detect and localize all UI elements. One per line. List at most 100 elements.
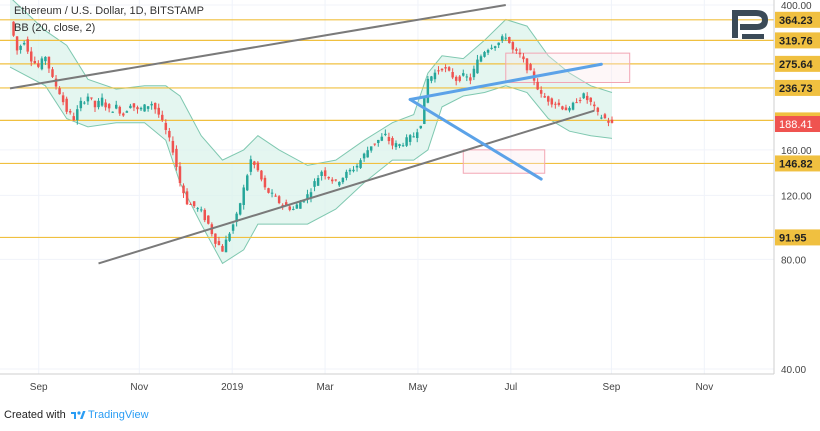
- candle-body: [369, 146, 373, 151]
- candle-body: [15, 36, 19, 51]
- wedge-lower-line: [408, 98, 543, 181]
- candle-body: [430, 76, 433, 81]
- candle-body: [423, 97, 426, 124]
- candle-body: [508, 37, 511, 44]
- candle-body: [284, 202, 288, 206]
- x-tick-label: Sep: [603, 382, 621, 393]
- broker-logo: [728, 4, 774, 44]
- y-tick-label: 400.00: [781, 1, 812, 12]
- candle-body: [107, 104, 111, 109]
- candle-body: [221, 245, 224, 252]
- candle-body: [129, 105, 132, 109]
- candle-body: [97, 100, 100, 108]
- bollinger-lower-line: [9, 66, 613, 265]
- y-tick-label: 80.00: [781, 255, 806, 266]
- level-price-label: 275.64: [779, 59, 814, 71]
- x-tick-label: Mar: [316, 382, 334, 393]
- candle-body: [47, 56, 51, 69]
- candle-body: [440, 68, 444, 71]
- candle-body: [309, 192, 313, 198]
- candle-body: [593, 104, 596, 107]
- candle-body: [207, 215, 210, 224]
- candle-body: [302, 201, 306, 203]
- candle-body: [536, 81, 539, 90]
- candle-body: [454, 76, 458, 81]
- candle-body: [433, 72, 437, 80]
- candle-body: [263, 177, 267, 188]
- candle-body: [246, 175, 249, 191]
- candle-body: [114, 104, 118, 109]
- candle-body: [483, 52, 486, 57]
- candle-body: [242, 187, 245, 205]
- candle-body: [51, 69, 54, 77]
- candle-body: [384, 133, 387, 136]
- level-price-tag: [775, 229, 820, 246]
- candle-body: [568, 107, 571, 111]
- candle-body: [578, 100, 582, 102]
- candle-body: [157, 107, 160, 115]
- y-tick-label: 40.00: [781, 365, 806, 376]
- level-price-label: 91.95: [779, 232, 807, 244]
- target-zone: [462, 149, 546, 174]
- candle-body: [171, 140, 175, 153]
- candle-body: [274, 195, 277, 197]
- candle-body: [462, 73, 465, 76]
- level-price-label: 364.23: [779, 15, 813, 27]
- candle-body: [104, 102, 107, 108]
- candle-body: [465, 76, 469, 78]
- last-price-label: 188.41: [779, 119, 813, 131]
- candle-body: [323, 170, 327, 177]
- candle-body: [472, 68, 476, 78]
- candle-body: [93, 100, 97, 108]
- candle-body: [557, 102, 561, 105]
- channel-lower-line: [98, 109, 595, 265]
- candle-body: [380, 136, 384, 141]
- tradingview-link[interactable]: TradingView: [88, 409, 149, 421]
- candle-body: [458, 76, 461, 81]
- candle-body: [12, 21, 15, 36]
- candle-body: [118, 106, 122, 114]
- candle-body: [610, 119, 614, 123]
- candle-body: [447, 67, 451, 71]
- candle-body: [362, 153, 366, 159]
- candle-body: [352, 169, 355, 172]
- candle-body: [83, 102, 86, 104]
- candle-body: [292, 208, 295, 210]
- candle-body: [387, 136, 391, 142]
- candle-body: [408, 135, 412, 142]
- level-price-tag: [775, 55, 820, 72]
- candle-body: [132, 103, 136, 108]
- tradingview-icon: [70, 408, 86, 420]
- candle-body: [490, 47, 493, 49]
- candle-body: [249, 159, 253, 172]
- candle-body: [54, 78, 58, 87]
- candle-body: [515, 49, 518, 51]
- candle-body: [267, 188, 270, 193]
- candle-body: [122, 113, 125, 116]
- candle-body: [341, 177, 345, 183]
- candle-body: [281, 204, 284, 206]
- x-tick-label: Nov: [695, 382, 713, 393]
- candle-body: [348, 169, 352, 172]
- candle-body: [228, 233, 231, 241]
- y-tick-label: 160.00: [781, 146, 812, 157]
- candle-body: [543, 96, 546, 98]
- candle-body: [90, 97, 93, 99]
- candle-body: [136, 107, 139, 110]
- candle-body: [575, 102, 578, 104]
- candle-body: [192, 201, 196, 207]
- candle-body: [359, 160, 362, 168]
- candle-body: [607, 120, 610, 123]
- candle-body: [561, 106, 564, 110]
- candle-body: [476, 59, 479, 74]
- candle-body: [44, 56, 47, 62]
- level-price-tag: [775, 11, 820, 28]
- level-price-label: 146.82: [779, 158, 813, 170]
- candle-body: [539, 90, 543, 94]
- candle-body: [585, 95, 589, 101]
- candle-body: [40, 58, 44, 70]
- candle-body: [469, 77, 472, 81]
- candle-body: [589, 97, 592, 102]
- candle-body: [355, 165, 359, 168]
